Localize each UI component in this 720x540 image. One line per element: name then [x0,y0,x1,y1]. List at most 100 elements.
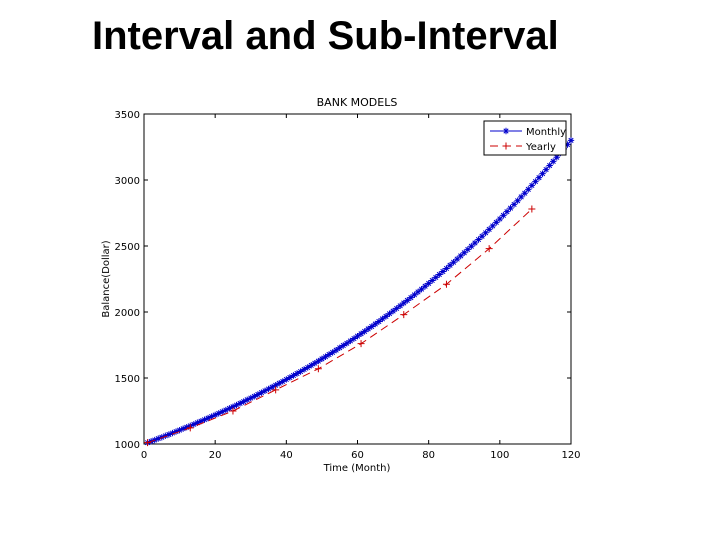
data-point-monthly [368,323,375,330]
data-point-monthly [446,262,454,269]
legend-label-monthly: Monthly [526,127,566,138]
y-axis-label: Balance(Dollar) [101,240,112,317]
x-tick-label: 120 [561,450,580,461]
data-point-yearly [485,245,493,253]
data-point-monthly [347,337,354,345]
data-point-yearly [229,407,237,415]
data-point-monthly [261,387,269,395]
y-tick-label: 3500 [115,110,140,121]
data-point-monthly [258,389,265,396]
data-point-monthly [311,360,318,367]
data-point-monthly [226,405,233,412]
data-point-monthly [404,297,411,304]
x-axis-label: Time (Month) [323,463,391,474]
data-point-monthly [293,370,301,377]
data-point-monthly [197,417,205,425]
data-point-monthly [478,233,486,240]
data-point-monthly [297,368,304,375]
data-point-monthly [468,243,475,250]
series-line-yearly [147,208,533,444]
data-point-yearly [186,424,194,432]
data-point-monthly [357,330,365,337]
y-tick-label: 1500 [115,374,140,385]
x-tick-label: 40 [280,450,293,461]
data-point-monthly [500,212,507,219]
data-point-monthly [247,394,254,402]
data-point-monthly [517,193,525,201]
data-point-monthly [208,413,215,420]
data-point-monthly [350,335,358,342]
data-point-yearly [442,280,450,288]
data-point-monthly [308,362,315,369]
data-point-monthly [219,408,226,415]
data-point-monthly [485,226,493,233]
data-point-monthly [482,229,489,236]
data-point-monthly [461,249,468,256]
axis-ticks: 0 20 40 60 80 100 120 1000 1500 2000 2500 3000 3500 [115,110,581,461]
data-point-monthly [183,424,190,431]
data-point-monthly [528,182,536,189]
x-tick-label: 0 [141,450,147,461]
data-point-monthly [407,294,415,301]
data-point-monthly [222,406,230,414]
data-point-monthly [272,382,279,389]
data-point-monthly [229,403,237,410]
y-tick-label: 2500 [115,242,140,253]
data-point-monthly [304,364,311,371]
data-point-yearly [272,386,280,394]
data-point-monthly [211,411,219,419]
data-point-monthly [194,419,201,426]
data-point-monthly [268,383,276,391]
data-point-monthly [215,410,222,417]
data-point-monthly [286,374,294,381]
data-point-yearly [528,205,536,213]
data-point-monthly [315,357,322,365]
data-point-monthly [532,178,539,185]
legend-marker-monthly [502,127,510,135]
chart-title: BANK MODELS [317,96,398,109]
data-point-monthly [393,305,400,312]
data-point-monthly [361,328,368,335]
data-point-monthly [493,219,500,226]
data-point-monthly [525,186,532,193]
data-point-monthly [514,197,521,204]
data-point-monthly [340,342,347,349]
data-point-monthly [546,162,553,169]
data-point-monthly [503,208,511,215]
data-point-monthly [453,255,461,263]
data-point-monthly [372,320,379,328]
data-point-monthly [489,222,496,230]
data-point-monthly [411,291,418,299]
data-point-monthly [276,380,283,387]
data-point-monthly [179,425,187,432]
x-tick-label: 100 [490,450,509,461]
data-point-monthly [382,313,390,320]
series-layer [144,137,575,447]
data-point-monthly [397,302,404,309]
data-point-monthly [162,432,169,440]
data-point-monthly [322,353,329,360]
data-point-monthly [343,340,351,347]
data-point-monthly [471,239,479,247]
x-tick-label: 80 [422,450,435,461]
x-tick-label: 60 [351,450,364,461]
data-point-monthly [457,252,464,260]
data-point-monthly [190,421,198,428]
data-point-monthly [507,204,514,212]
data-point-monthly [379,315,386,323]
data-point-monthly [386,310,393,317]
legend: Monthly Yearly [483,120,567,156]
data-point-monthly [240,398,247,405]
y-tick-label: 2000 [115,308,140,319]
data-point-monthly [496,215,504,223]
data-point-monthly [265,385,272,393]
data-point-monthly [169,429,176,437]
data-point-monthly [542,166,550,173]
data-point-monthly [243,396,251,403]
data-point-monthly [354,332,361,340]
data-point-monthly [535,174,543,181]
legend-label-yearly: Yearly [525,142,556,153]
data-point-monthly [439,268,447,275]
data-point-monthly [254,391,262,398]
